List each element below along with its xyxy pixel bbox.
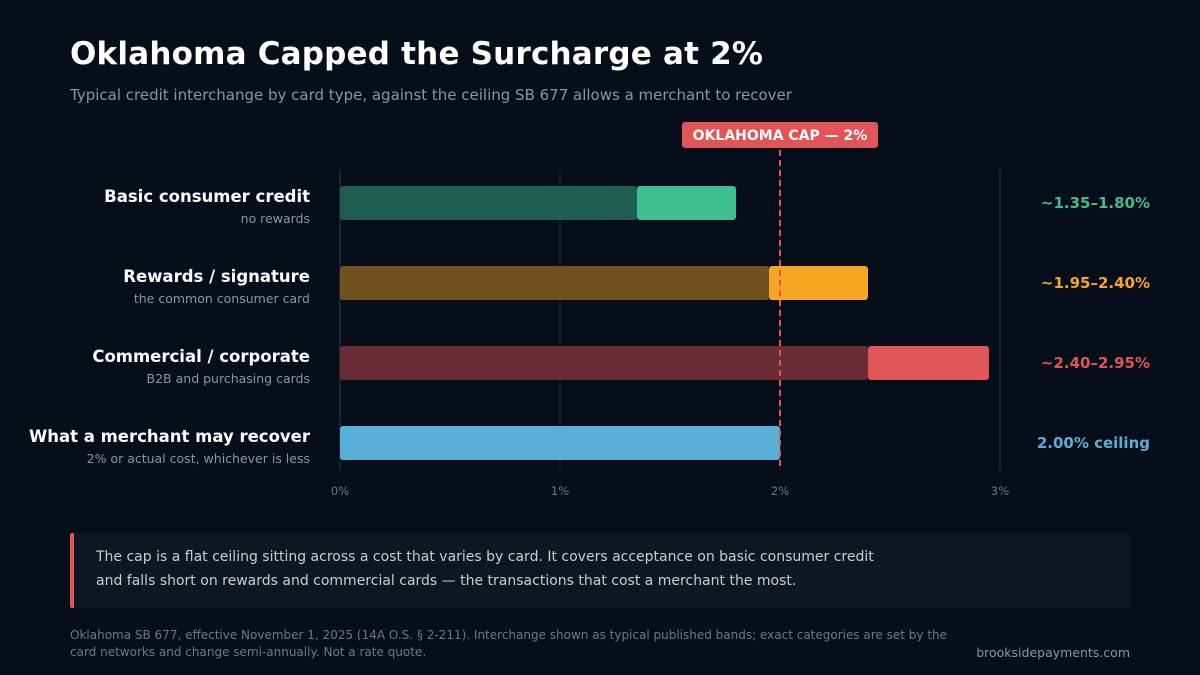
bar-base-segment [340,346,868,380]
x-tick-label: 0% [331,484,349,498]
cap-badge-label: OKLAHOMA CAP — 2% [693,128,868,144]
chart-subtitle: Typical credit interchange by card type,… [70,86,792,104]
bar-range-segment [637,186,736,220]
value-label: ~1.95–2.40% [1041,274,1150,292]
bar-chart: 0% 1% 2% 3% Basic consumer credit no rewards ~… [29,122,1150,498]
callout-text: The cap is a flat ceiling sitting across… [96,545,1096,593]
callout-box: The cap is a flat ceiling sitting across… [70,533,1130,608]
bar-ceiling [340,426,780,460]
category-label: What a merchant may recover [29,427,311,446]
callout-accent-bar [70,533,74,608]
category-sublabel: B2B and purchasing cards [147,371,310,386]
callout-text-line-2: and falls short on rewards and commercia… [96,573,797,589]
callout-text-line-1: The cap is a flat ceiling sitting across… [96,549,874,565]
source-footnote: Oklahoma SB 677, effective November 1, 2… [70,627,970,661]
x-tick-label: 3% [991,484,1009,498]
footnote-line-1: Oklahoma SB 677, effective November 1, 2… [70,628,948,642]
footnote-line-2: card networks and change semi-annually. … [70,645,427,659]
bar-range-segment [868,346,989,380]
value-label: 2.00% ceiling [1037,434,1150,452]
bar-base-segment [340,186,637,220]
bar-base-segment [340,266,769,300]
x-tick-label: 1% [551,484,569,498]
brand-url: brooksidepayments.com [976,645,1130,660]
cap-badge [682,122,878,148]
category-sublabel: no rewards [241,211,310,226]
x-tick-label: 2% [771,484,789,498]
category-sublabel: the common consumer card [134,291,310,306]
chart-title: Oklahoma Capped the Surcharge at 2% [70,36,764,72]
value-label: ~2.40–2.95% [1041,354,1150,372]
category-label: Commercial / corporate [92,347,310,366]
category-label: Basic consumer credit [104,187,310,206]
category-label: Rewards / signature [123,267,310,286]
value-label: ~1.35–1.80% [1041,194,1150,212]
bar-range-segment [769,266,868,300]
category-sublabel: 2% or actual cost, whichever is less [87,451,310,466]
